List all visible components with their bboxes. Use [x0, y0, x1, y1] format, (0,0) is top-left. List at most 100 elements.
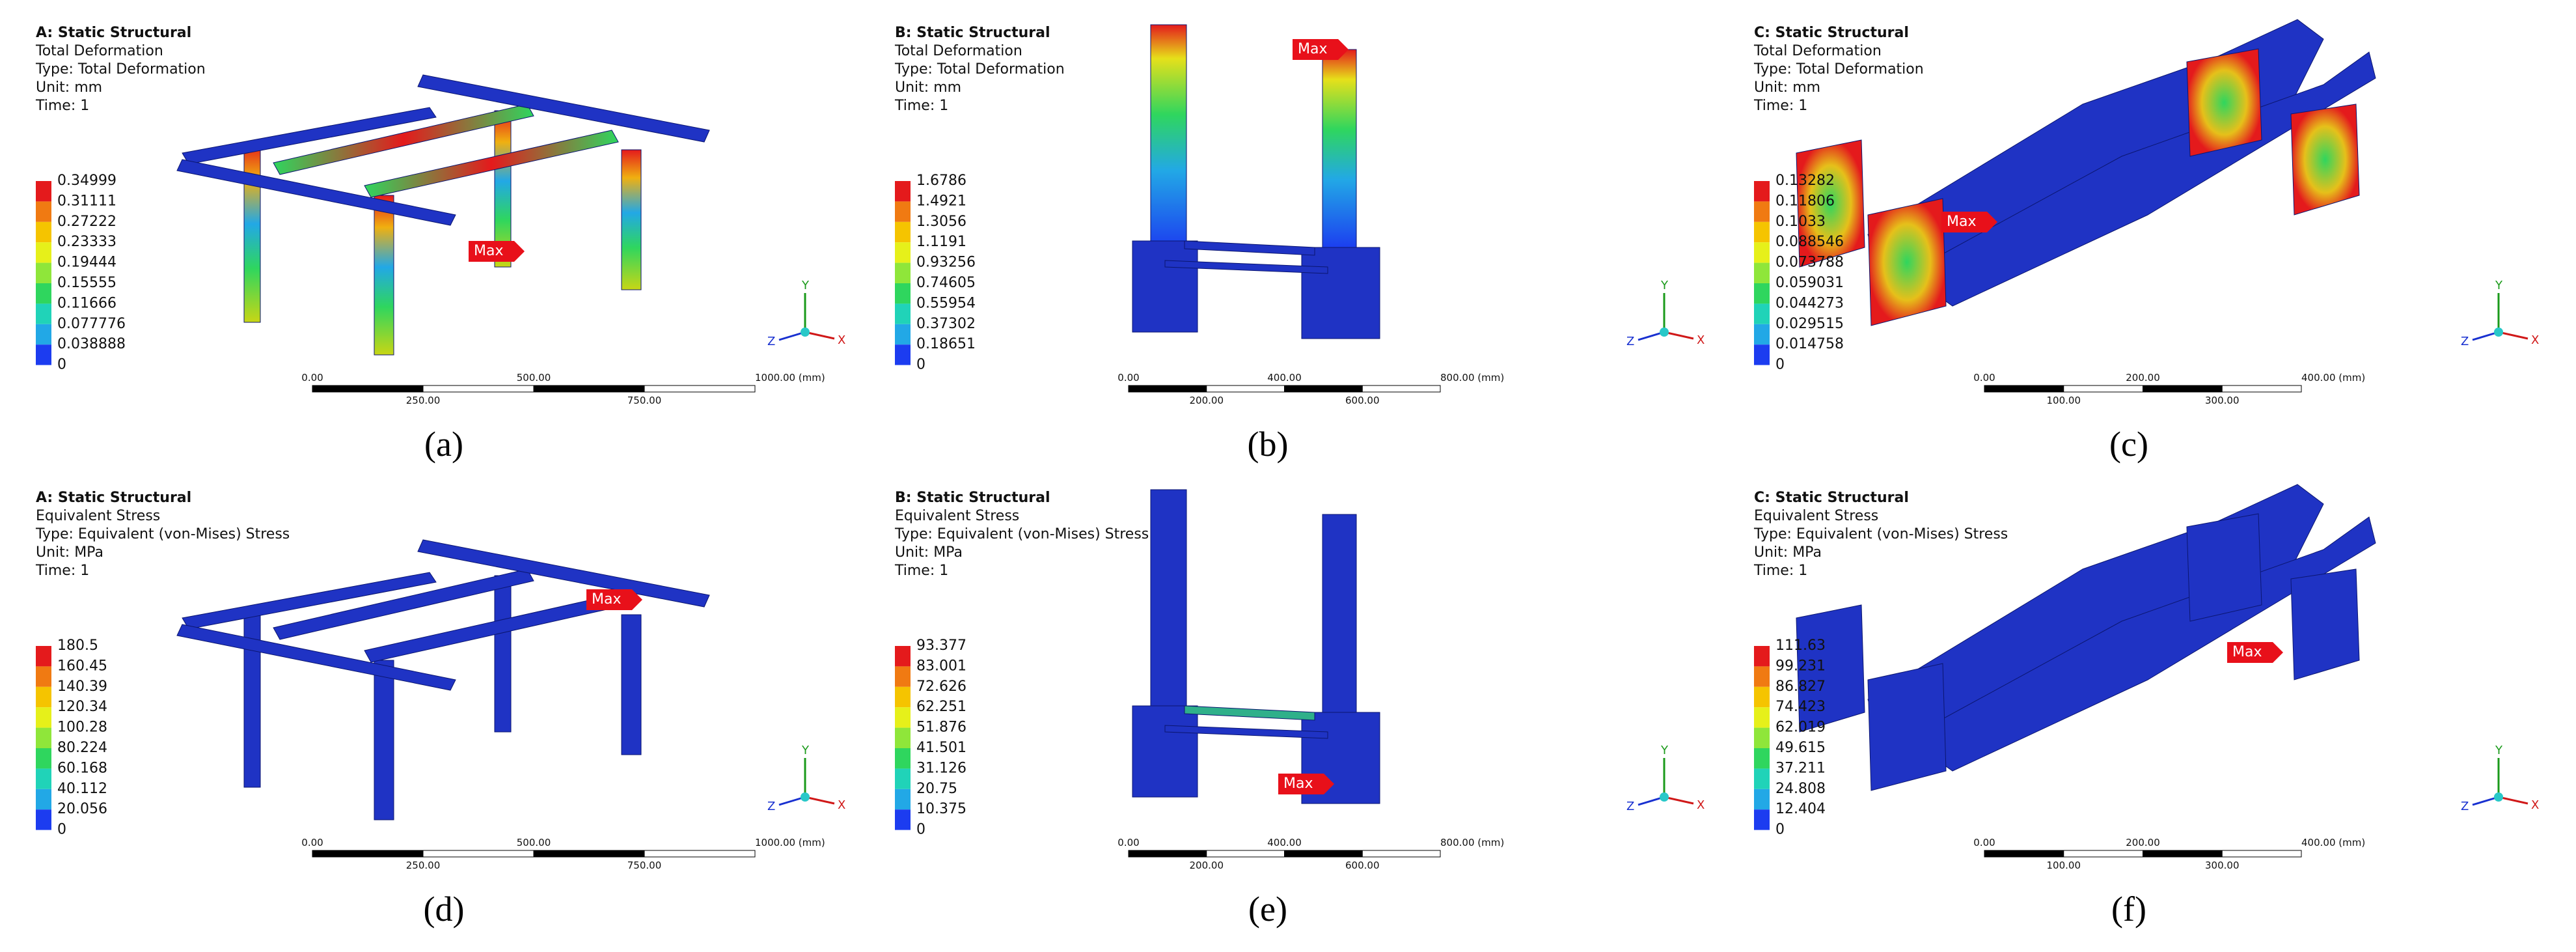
- scale-label: 200.00: [2126, 372, 2160, 384]
- max-flag: [469, 241, 525, 262]
- legend-label: 1.1191: [916, 234, 966, 250]
- model-pad: [1867, 663, 1947, 791]
- legend-swatch: [1754, 242, 1770, 263]
- model: [1132, 489, 1380, 804]
- legend-swatch: [1754, 809, 1770, 830]
- legend-label: 0.014758: [1775, 336, 1844, 352]
- model-leg: [374, 195, 394, 356]
- legend-label: 0.059031: [1775, 275, 1844, 291]
- legend-swatch: [895, 221, 911, 243]
- triad-label: Y: [801, 744, 810, 757]
- header-line: Equivalent Stress: [1754, 508, 1878, 524]
- legend-label: 0.27222: [57, 214, 116, 230]
- legend-label: 99.231: [1775, 658, 1826, 674]
- legend-label: 0: [57, 822, 66, 838]
- triad-label: X: [2531, 798, 2539, 812]
- legend-label: 120.34: [57, 699, 107, 715]
- model-pad: [1796, 139, 1865, 268]
- legend-label: 0.19444: [57, 255, 116, 271]
- legend-label: 0.038888: [57, 336, 126, 352]
- panel: A: Static Structural Total Deformation Typ…: [35, 25, 845, 464]
- scale-label: 750.00: [627, 395, 662, 406]
- scale-segment: [1984, 850, 2064, 858]
- triad-label: Y: [801, 279, 810, 292]
- model: [176, 539, 710, 820]
- triad-x: [804, 331, 835, 340]
- caption: (c): [2109, 425, 2148, 464]
- model-beam: [176, 159, 456, 226]
- legend-label: 20.75: [916, 781, 957, 797]
- header-line: Time: 1: [894, 98, 948, 114]
- max-flag: [1941, 212, 1997, 232]
- legend-swatch: [1754, 181, 1770, 202]
- model-beam: [273, 104, 534, 175]
- scale-segment: [1128, 850, 1207, 858]
- model-pad: [1867, 198, 1947, 326]
- legend-swatch: [36, 707, 51, 728]
- legend-swatch: [895, 303, 911, 324]
- scale-label: 1000.00 (mm): [755, 837, 825, 848]
- model: [1796, 484, 2376, 791]
- legend-label: 0: [1775, 822, 1785, 838]
- header-line: Unit: mm: [895, 79, 961, 96]
- header-line: C: Static Structural: [1754, 25, 1909, 41]
- legend-swatch: [895, 242, 911, 263]
- scale-label: 400.00: [1267, 372, 1302, 384]
- triad-label: X: [838, 333, 845, 347]
- triad-x: [2498, 796, 2528, 805]
- legend-swatch: [36, 303, 51, 324]
- legend-swatch: [1754, 646, 1770, 667]
- legend-label: 0.11666: [57, 295, 116, 311]
- header-line: Type: Equivalent (von-Mises) Stress: [35, 526, 290, 542]
- header-line: Total Deformation: [894, 43, 1022, 59]
- legend-label: 0: [916, 357, 925, 373]
- triad-x: [2498, 331, 2528, 340]
- scale-segment: [2221, 850, 2302, 858]
- legend-swatch: [1754, 768, 1770, 789]
- legend-label: 0.029515: [1775, 316, 1844, 332]
- header-line: Total Deformation: [1753, 43, 1882, 59]
- scale-label: 200.00: [1190, 395, 1224, 406]
- scale-label: 600.00: [1345, 395, 1380, 406]
- legend-label: 51.876: [916, 720, 966, 736]
- legend-label: 0.11806: [1775, 193, 1835, 209]
- legend-swatch: [36, 727, 51, 748]
- scale-segment: [2143, 385, 2223, 393]
- scale-label: 400.00 (mm): [2301, 837, 2365, 848]
- legend-label: 20.056: [57, 801, 107, 817]
- model-beam: [176, 624, 456, 691]
- legend-swatch: [36, 666, 51, 687]
- legend-label: 83.001: [916, 658, 966, 674]
- legend-label: 1.4921: [916, 193, 966, 209]
- legend-swatch: [895, 181, 911, 202]
- header-line: Unit: mm: [1754, 79, 1820, 96]
- scale-label: 600.00: [1345, 860, 1380, 871]
- triad-label: Z: [767, 800, 775, 813]
- legend-label: 0.088546: [1775, 234, 1844, 250]
- header-line: B: Static Structural: [895, 490, 1050, 506]
- legend-label: 31.126: [916, 760, 966, 776]
- legend-swatch: [895, 768, 911, 789]
- scale-label: 1000.00 (mm): [755, 372, 825, 384]
- triad-label: X: [838, 798, 845, 812]
- legend-swatch: [895, 789, 911, 810]
- model-post: [1150, 24, 1187, 250]
- scale-segment: [312, 850, 424, 858]
- model-leg: [621, 149, 642, 290]
- scale-label: 250.00: [406, 860, 441, 871]
- legend-label: 93.377: [916, 637, 966, 654]
- triad-origin: [801, 328, 810, 337]
- scale-segment: [533, 850, 645, 858]
- legend-label: 0.18651: [916, 336, 976, 352]
- legend-swatch: [895, 809, 911, 830]
- legend-swatch: [36, 242, 51, 263]
- max-flag: [586, 589, 642, 610]
- legend-swatch: [1754, 686, 1770, 708]
- legend-label: 72.626: [916, 679, 966, 695]
- model-beam: [417, 539, 710, 608]
- scale-segment: [2221, 385, 2302, 393]
- legend-label: 0.31111: [57, 193, 116, 209]
- panel: B: Static Structural Equivalent Stress Typ…: [894, 489, 1705, 929]
- triad-origin: [801, 792, 810, 802]
